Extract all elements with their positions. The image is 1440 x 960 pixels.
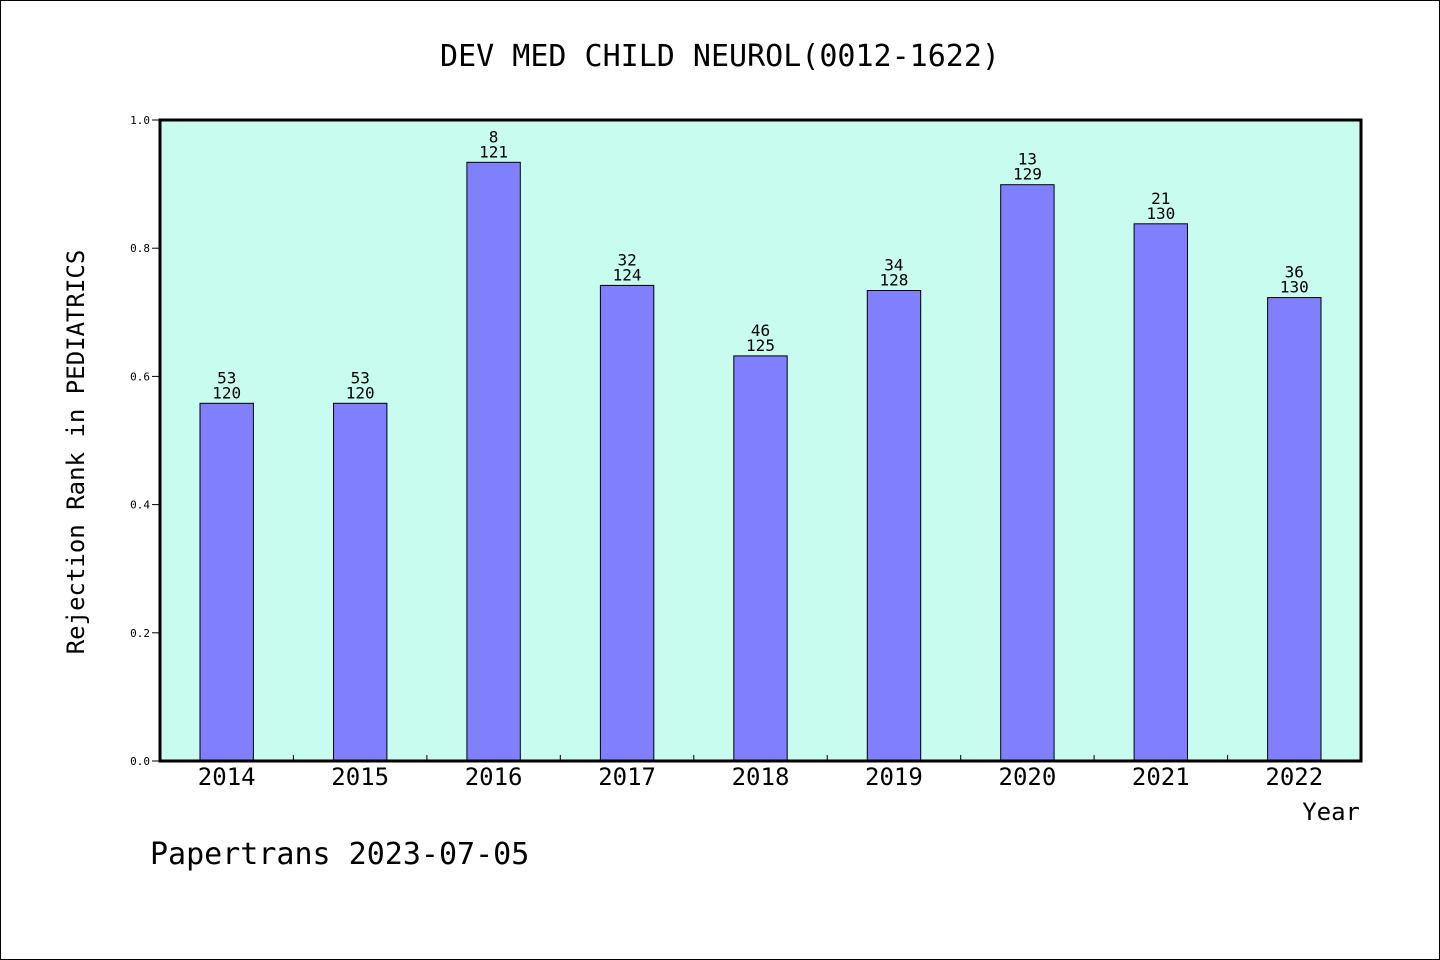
y-tick-label-1.0: 1.0 — [130, 114, 150, 127]
bar-label-bottom-2021: 130 — [1146, 204, 1175, 223]
plot-border — [158, 118, 1363, 763]
bar-2016 — [466, 161, 521, 762]
bar-label-top-2022: 36 — [1285, 263, 1304, 282]
bar-label-top-2019: 34 — [884, 256, 903, 275]
bar-label-top-2014: 53 — [217, 368, 236, 387]
x-tick-label-2022: 2022 — [1265, 763, 1323, 791]
x-tick-label-2020: 2020 — [999, 763, 1057, 791]
bar-label-top-2016: 8 — [489, 127, 499, 146]
bar-label-bottom-2022: 130 — [1280, 278, 1309, 297]
x-tick-label-2017: 2017 — [598, 763, 656, 791]
y-axis-label: Rejection Rank in PEDIATRICS — [62, 250, 90, 655]
bar-label-top-2018: 46 — [751, 321, 770, 340]
bar-2020 — [1000, 184, 1055, 762]
bar-label-top-2015: 53 — [351, 368, 370, 387]
chart-title: DEV MED CHILD NEUROL(0012-1622) — [440, 39, 1000, 74]
y-axis: 0.0 0.2 0.4 0.6 0.8 1.0 — [130, 114, 160, 768]
bar-label-bottom-2015: 120 — [346, 383, 375, 402]
bar-2021 — [1133, 223, 1188, 762]
bar-label-top-2020: 13 — [1018, 150, 1037, 169]
x-tick-label-2014: 2014 — [198, 763, 256, 791]
x-axis-label: Year — [1302, 798, 1360, 826]
x-tick-label-2015: 2015 — [331, 763, 389, 791]
y-tick-label-0.2: 0.2 — [130, 627, 150, 640]
x-tick-label-2021: 2021 — [1132, 763, 1190, 791]
x-tick-label-2019: 2019 — [865, 763, 923, 791]
bars-group — [199, 161, 1322, 762]
bar-labels-group: 5312053120812132124461253412813129211303… — [212, 127, 1309, 402]
y-tick-label-0.4: 0.4 — [130, 499, 150, 512]
footer-credit: Papertrans 2023-07-05 — [150, 837, 529, 872]
bar-label-bottom-2016: 121 — [479, 142, 508, 161]
x-tick-label-2016: 2016 — [465, 763, 523, 791]
bar-label-bottom-2017: 124 — [613, 265, 642, 284]
y-tick-label-0.6: 0.6 — [130, 370, 150, 383]
bar-2018 — [733, 355, 788, 762]
bar-label-top-2017: 32 — [617, 250, 636, 269]
bar-label-top-2021: 21 — [1151, 189, 1170, 208]
bar-2014 — [199, 402, 254, 762]
bar-label-bottom-2019: 128 — [879, 271, 908, 290]
bar-2017 — [599, 284, 655, 762]
x-axis: 2014 2015 2016 2017 2018 2019 2020 2021 2022 — [198, 755, 1323, 791]
x-tick-label-2018: 2018 — [732, 763, 790, 791]
y-tick-label-0.0: 0.0 — [130, 755, 150, 768]
bar-2015 — [333, 402, 388, 762]
bar-label-bottom-2018: 125 — [746, 336, 775, 355]
bar-label-bottom-2014: 120 — [212, 383, 241, 402]
bar-2022 — [1267, 297, 1322, 762]
y-tick-label-0.8: 0.8 — [130, 242, 150, 255]
bar-label-bottom-2020: 129 — [1013, 165, 1042, 184]
bar-2019 — [866, 290, 922, 762]
